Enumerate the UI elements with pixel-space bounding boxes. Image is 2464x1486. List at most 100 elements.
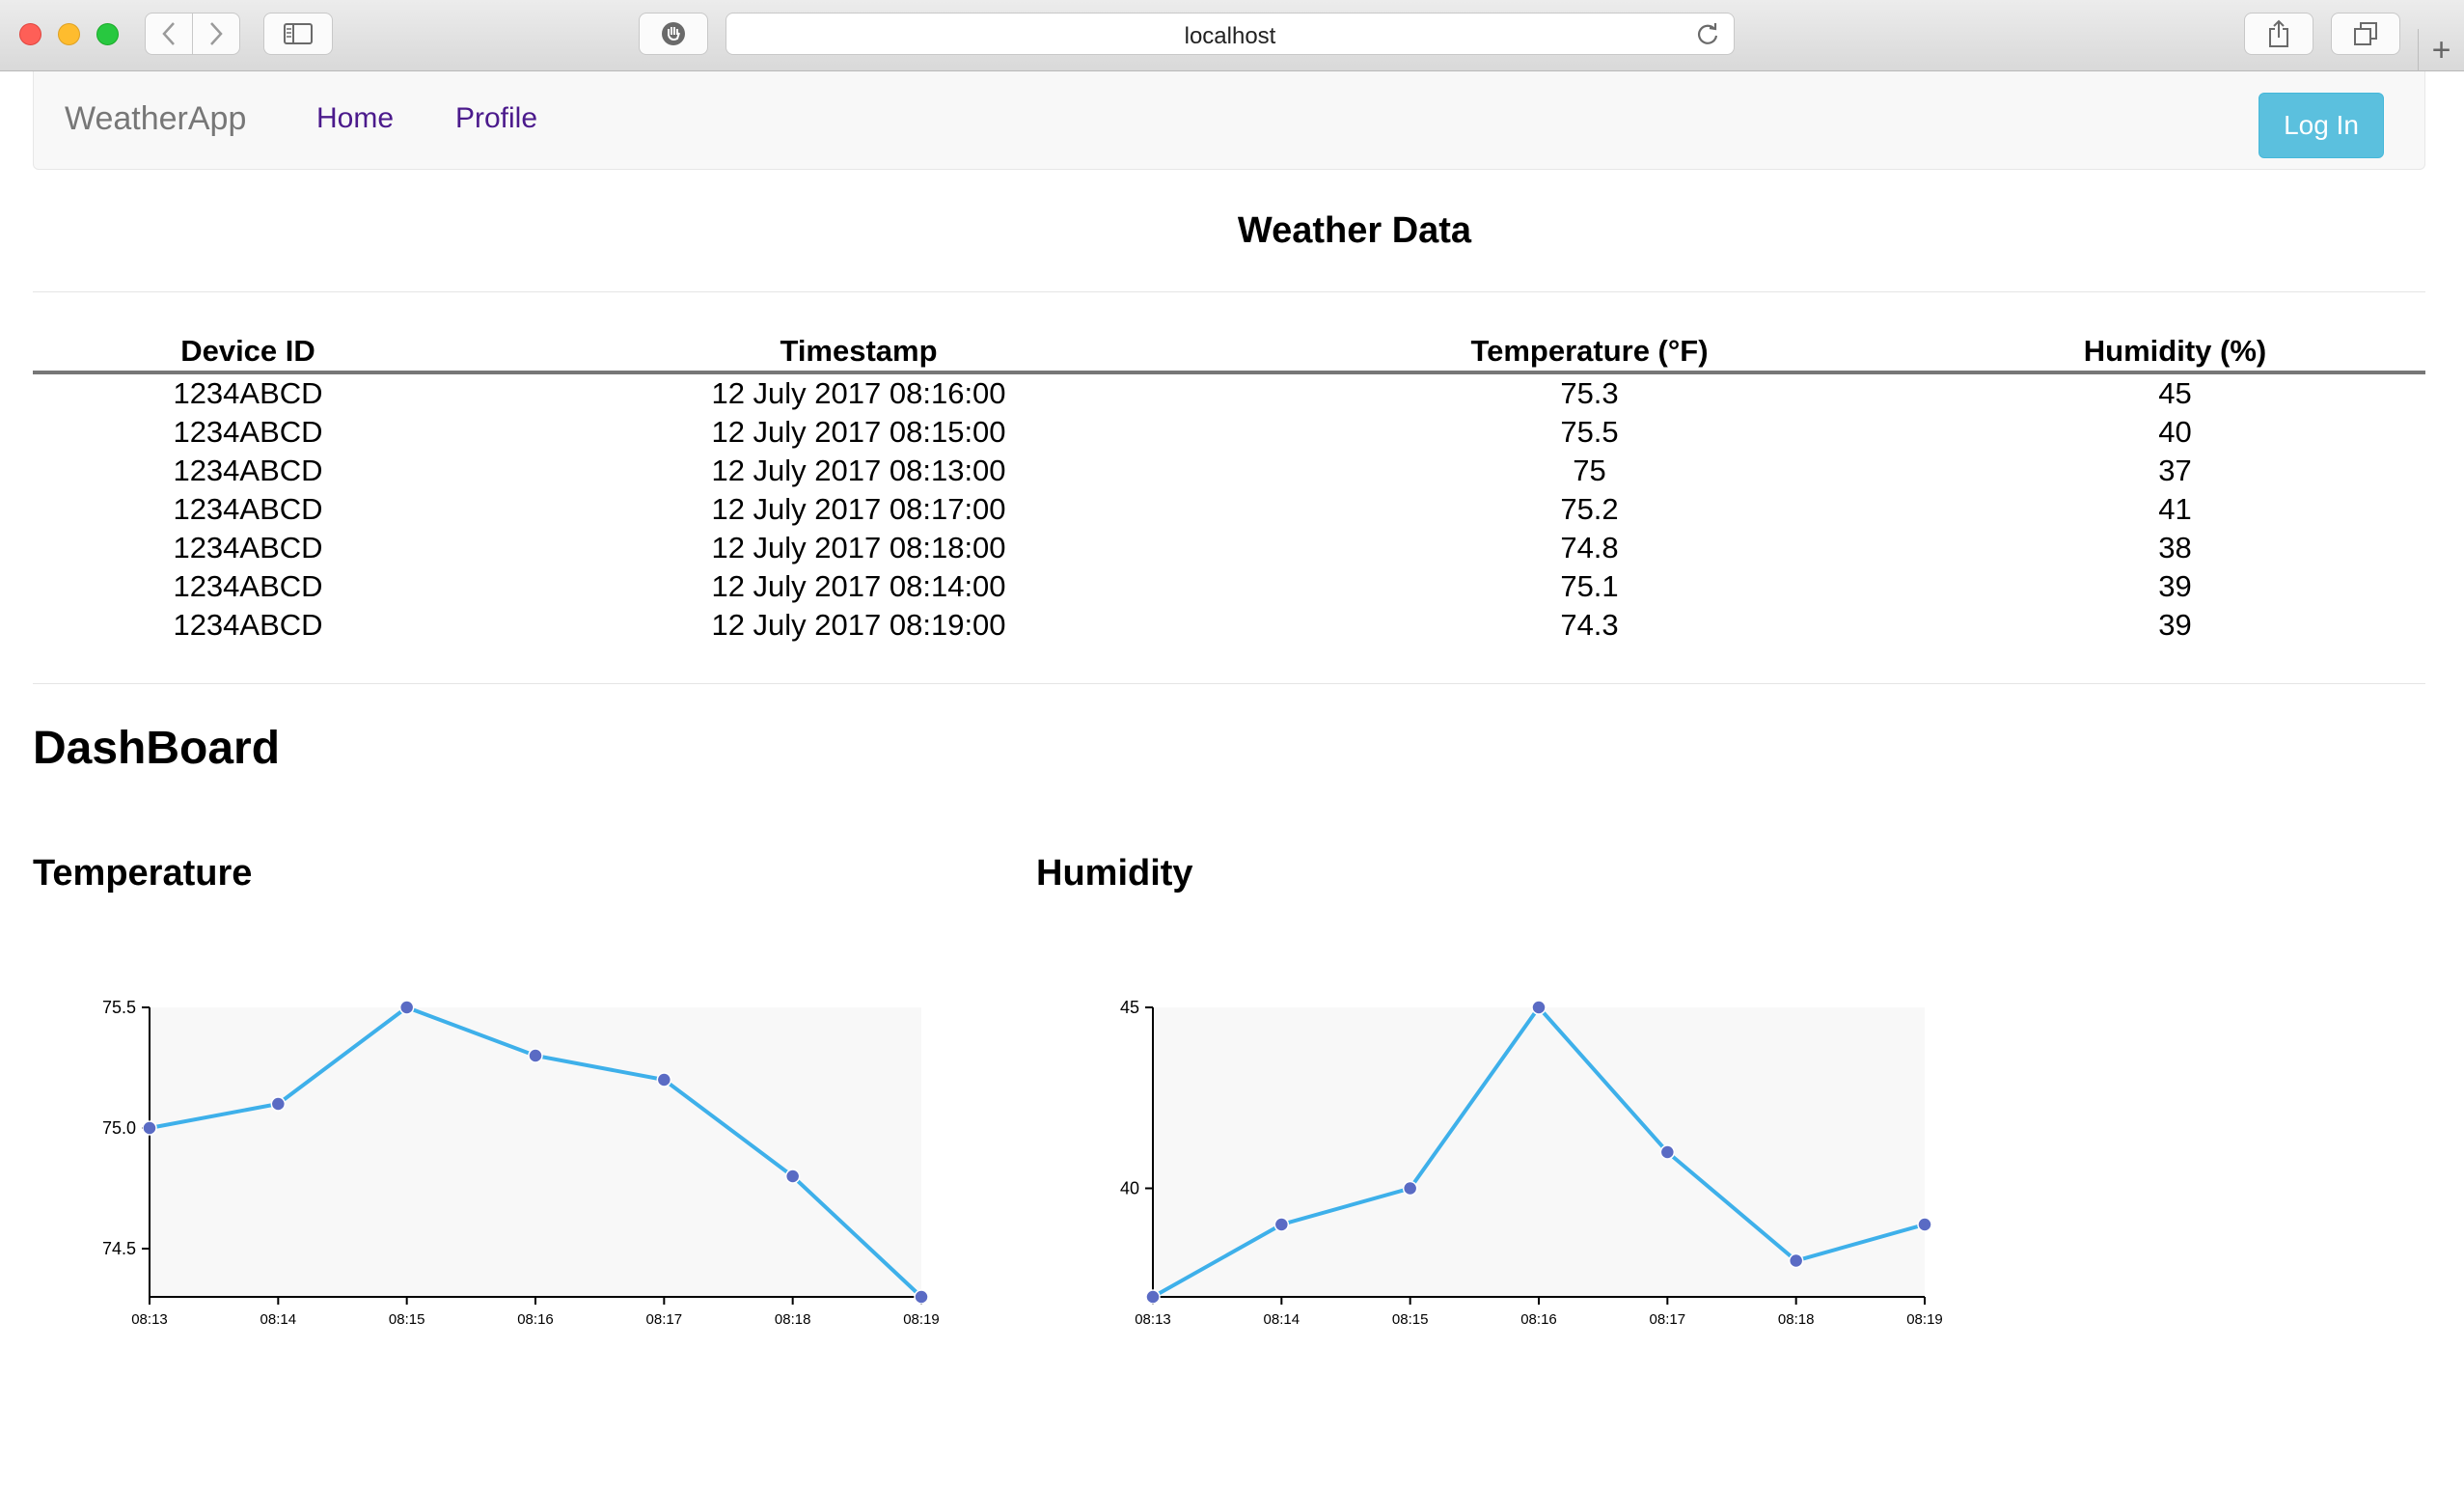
x-tick-label: 08:17 — [646, 1311, 683, 1328]
x-tick-label: 08:14 — [260, 1311, 297, 1328]
column-header-temperature: Temperature (°F) — [1254, 328, 1925, 374]
data-point — [1145, 1289, 1161, 1305]
x-tick-label: 08:14 — [1264, 1311, 1300, 1328]
data-point — [1917, 1217, 1932, 1232]
table-row: 1234ABCD 12 July 2017 08:15:00 75.5 40 — [33, 413, 2425, 452]
column-header-device-id: Device ID — [33, 328, 463, 374]
data-point — [398, 1000, 415, 1015]
data-point — [1531, 1000, 1547, 1015]
x-tick-label: 08:16 — [517, 1311, 554, 1328]
table-row: 1234ABCD 12 July 2017 08:19:00 74.3 39 — [33, 606, 2425, 645]
column-header-humidity: Humidity (%) — [1925, 328, 2425, 374]
data-point — [656, 1072, 672, 1087]
temperature-cell: 74.8 — [1560, 531, 1619, 564]
timestamp-cell: 12 July 2017 08:16:00 — [711, 376, 1006, 410]
x-tick-label: 08:13 — [1135, 1311, 1171, 1328]
forward-button[interactable] — [192, 13, 240, 55]
x-tick-label: 08:17 — [1650, 1311, 1686, 1328]
divider — [33, 683, 2425, 684]
data-point — [270, 1096, 287, 1112]
x-tick-label: 08:18 — [1778, 1311, 1815, 1328]
x-tick-label: 08:13 — [131, 1311, 168, 1328]
timestamp-cell: 12 July 2017 08:17:00 — [711, 492, 1006, 526]
humidity-cell: 37 — [2158, 454, 2192, 487]
sidebar-toggle-button[interactable] — [263, 13, 333, 55]
data-point — [528, 1048, 543, 1063]
table-row: 1234ABCD 12 July 2017 08:16:00 75.3 45 — [33, 372, 2425, 413]
x-tick-label: 08:19 — [903, 1311, 940, 1328]
y-tick-label: 74.5 — [102, 1239, 136, 1258]
table-row: 1234ABCD 12 July 2017 08:14:00 75.1 39 — [33, 567, 2425, 606]
humidity-cell: 39 — [2158, 608, 2192, 642]
url-text: localhost — [1184, 23, 1276, 49]
temperature-cell: 75.1 — [1560, 569, 1619, 603]
temperature-cell: 75.2 — [1560, 492, 1619, 526]
sidebar-icon — [284, 23, 313, 44]
y-tick-label: 75.5 — [102, 998, 136, 1017]
table-header-row: Device ID Timestamp Temperature (°F) Hum… — [33, 328, 2425, 374]
y-tick-label: 75.0 — [102, 1118, 136, 1138]
device-id-cell: 1234ABCD — [173, 376, 323, 410]
x-tick-label: 08:18 — [775, 1311, 811, 1328]
temperature-chart: 74.5 75.0 75.5 08:13 08:14 08:15 08:16 08:17 08:… — [102, 998, 940, 1328]
x-tick-label: 08:16 — [1520, 1311, 1557, 1328]
brand-link[interactable]: WeatherApp — [65, 100, 247, 137]
data-point — [1273, 1217, 1290, 1232]
data-point — [1402, 1180, 1418, 1197]
temperature-cell: 75.3 — [1560, 376, 1619, 410]
weather-data-title: Weather Data — [1237, 210, 1472, 251]
weather-table: Device ID Timestamp Temperature (°F) Hum… — [33, 328, 2425, 645]
humidity-chart-title: Humidity — [1036, 853, 1193, 894]
chevron-left-icon — [162, 22, 175, 45]
tab-overview-button[interactable] — [2331, 13, 2400, 55]
plus-icon: + — [2431, 31, 2451, 69]
timestamp-cell: 12 July 2017 08:19:00 — [711, 608, 1006, 642]
device-id-cell: 1234ABCD — [173, 492, 323, 526]
window-maximize-button[interactable] — [96, 23, 119, 45]
humidity-cell: 41 — [2158, 492, 2192, 526]
y-tick-label: 40 — [1120, 1179, 1139, 1198]
x-tick-label: 08:15 — [389, 1311, 425, 1328]
device-id-cell: 1234ABCD — [173, 415, 323, 449]
device-id-cell: 1234ABCD — [173, 454, 323, 487]
humidity-cell: 45 — [2158, 376, 2192, 410]
share-icon — [2269, 19, 2288, 47]
temperature-chart-title: Temperature — [33, 853, 253, 894]
nav-profile-link[interactable]: Profile — [455, 102, 538, 134]
x-tick-label: 08:15 — [1392, 1311, 1429, 1328]
data-point — [914, 1289, 929, 1305]
temperature-cell: 75 — [1573, 454, 1606, 487]
login-button[interactable]: Log In — [2259, 93, 2384, 158]
humidity-cell: 40 — [2158, 415, 2192, 449]
reload-icon[interactable] — [1695, 21, 1720, 46]
window-close-button[interactable] — [19, 23, 41, 45]
device-id-cell: 1234ABCD — [173, 569, 323, 603]
browser-toolbar: localhost + — [0, 0, 2464, 71]
device-id-cell: 1234ABCD — [173, 531, 323, 564]
tabs-icon — [2354, 22, 2377, 45]
shield-icon — [662, 22, 685, 45]
data-point — [1659, 1144, 1676, 1160]
back-button[interactable] — [145, 13, 193, 55]
temperature-cell: 74.3 — [1560, 608, 1619, 642]
window-minimize-button[interactable] — [58, 23, 80, 45]
privacy-report-button[interactable] — [639, 13, 708, 55]
chevron-right-icon — [210, 22, 223, 45]
data-point — [142, 1120, 157, 1136]
nav-home-link[interactable]: Home — [316, 102, 395, 134]
y-tick-label: 45 — [1120, 998, 1139, 1017]
address-bar[interactable]: localhost — [726, 13, 1735, 55]
share-button[interactable] — [2244, 13, 2313, 55]
humidity-cell: 39 — [2158, 569, 2192, 603]
timestamp-cell: 12 July 2017 08:14:00 — [711, 569, 1006, 603]
humidity-chart: 40 45 08:13 08:14 08:15 08:16 08:17 08:18 08:19 — [1120, 998, 1943, 1328]
device-id-cell: 1234ABCD — [173, 608, 323, 642]
dashboard-title: DashBoard — [33, 723, 281, 774]
divider — [33, 291, 2425, 292]
navbar: WeatherApp Home Profile Log In — [33, 71, 2425, 170]
temperature-cell: 75.5 — [1560, 415, 1619, 449]
timestamp-cell: 12 July 2017 08:18:00 — [711, 531, 1006, 564]
new-tab-button[interactable]: + — [2418, 29, 2464, 71]
table-row: 1234ABCD 12 July 2017 08:13:00 75 37 — [33, 452, 2425, 490]
timestamp-cell: 12 July 2017 08:13:00 — [711, 454, 1006, 487]
